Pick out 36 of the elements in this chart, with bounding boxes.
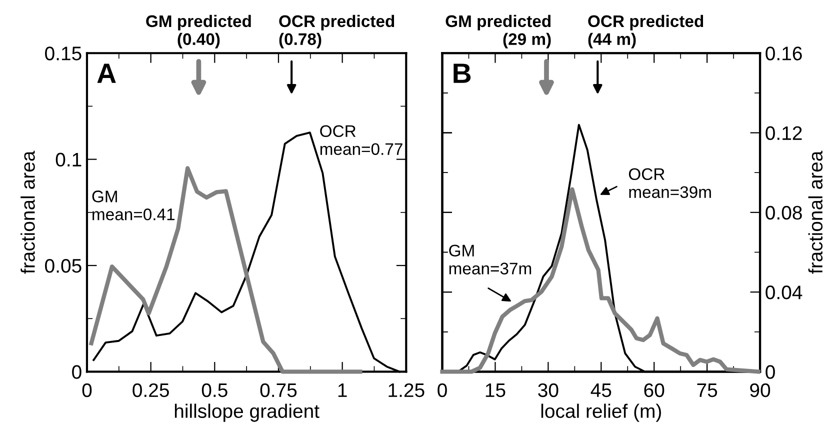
x-tick-label: 1.25: [388, 383, 424, 398]
x-tick-label: 0.25: [132, 383, 169, 398]
y-tick-label: 0.1: [56, 152, 82, 167]
annotation: GM mean=37m: [449, 244, 532, 274]
y-tick-label: 0.05: [45, 258, 82, 273]
chart-title: A: [97, 64, 116, 83]
y-tick-label: 0: [72, 365, 82, 379]
annotation: GM mean=0.41: [92, 190, 175, 220]
text: OCR predicted (44 m): [588, 14, 704, 48]
x-axis-title: local relief (m): [541, 404, 661, 422]
x-tick-label: 0.5: [202, 383, 228, 398]
x-tick-label: 90: [750, 383, 770, 398]
text: OCR predicted (0.78): [279, 14, 394, 48]
x-tick-label: 30: [538, 383, 558, 398]
annotation: OCR mean=0.77: [320, 125, 402, 156]
y2-tick-label: 0.08: [766, 206, 802, 220]
y2-tick-label: 0.12: [766, 126, 802, 140]
x-tick-label: 15: [486, 384, 506, 398]
y2-tick-label: 0: [766, 365, 775, 379]
y2-tick-label: 0.16: [766, 46, 802, 60]
x-tick-label: 1: [338, 384, 347, 397]
chart-title: B: [454, 64, 471, 83]
x-tick-label: 45: [590, 384, 612, 398]
x-tick-label: 0.75: [260, 383, 297, 398]
x-tick-label: 75: [697, 384, 718, 398]
annotation: OCR mean=39m: [628, 168, 711, 198]
x-tick-label: 60: [644, 383, 664, 398]
y2-axis-title: fractional area: [808, 150, 823, 274]
text: GM predicted (0.40): [146, 14, 251, 48]
x-tick-label: 0: [438, 383, 447, 398]
y-axis-title: fractional area: [20, 150, 35, 274]
x-tick-label: 0: [82, 383, 92, 398]
text: GM predicted (29 m): [446, 14, 551, 48]
y2-tick-label: 0.04: [766, 286, 802, 300]
x-axis-title: hillslope gradient: [174, 404, 320, 422]
y-tick-label: 0.15: [45, 46, 82, 60]
